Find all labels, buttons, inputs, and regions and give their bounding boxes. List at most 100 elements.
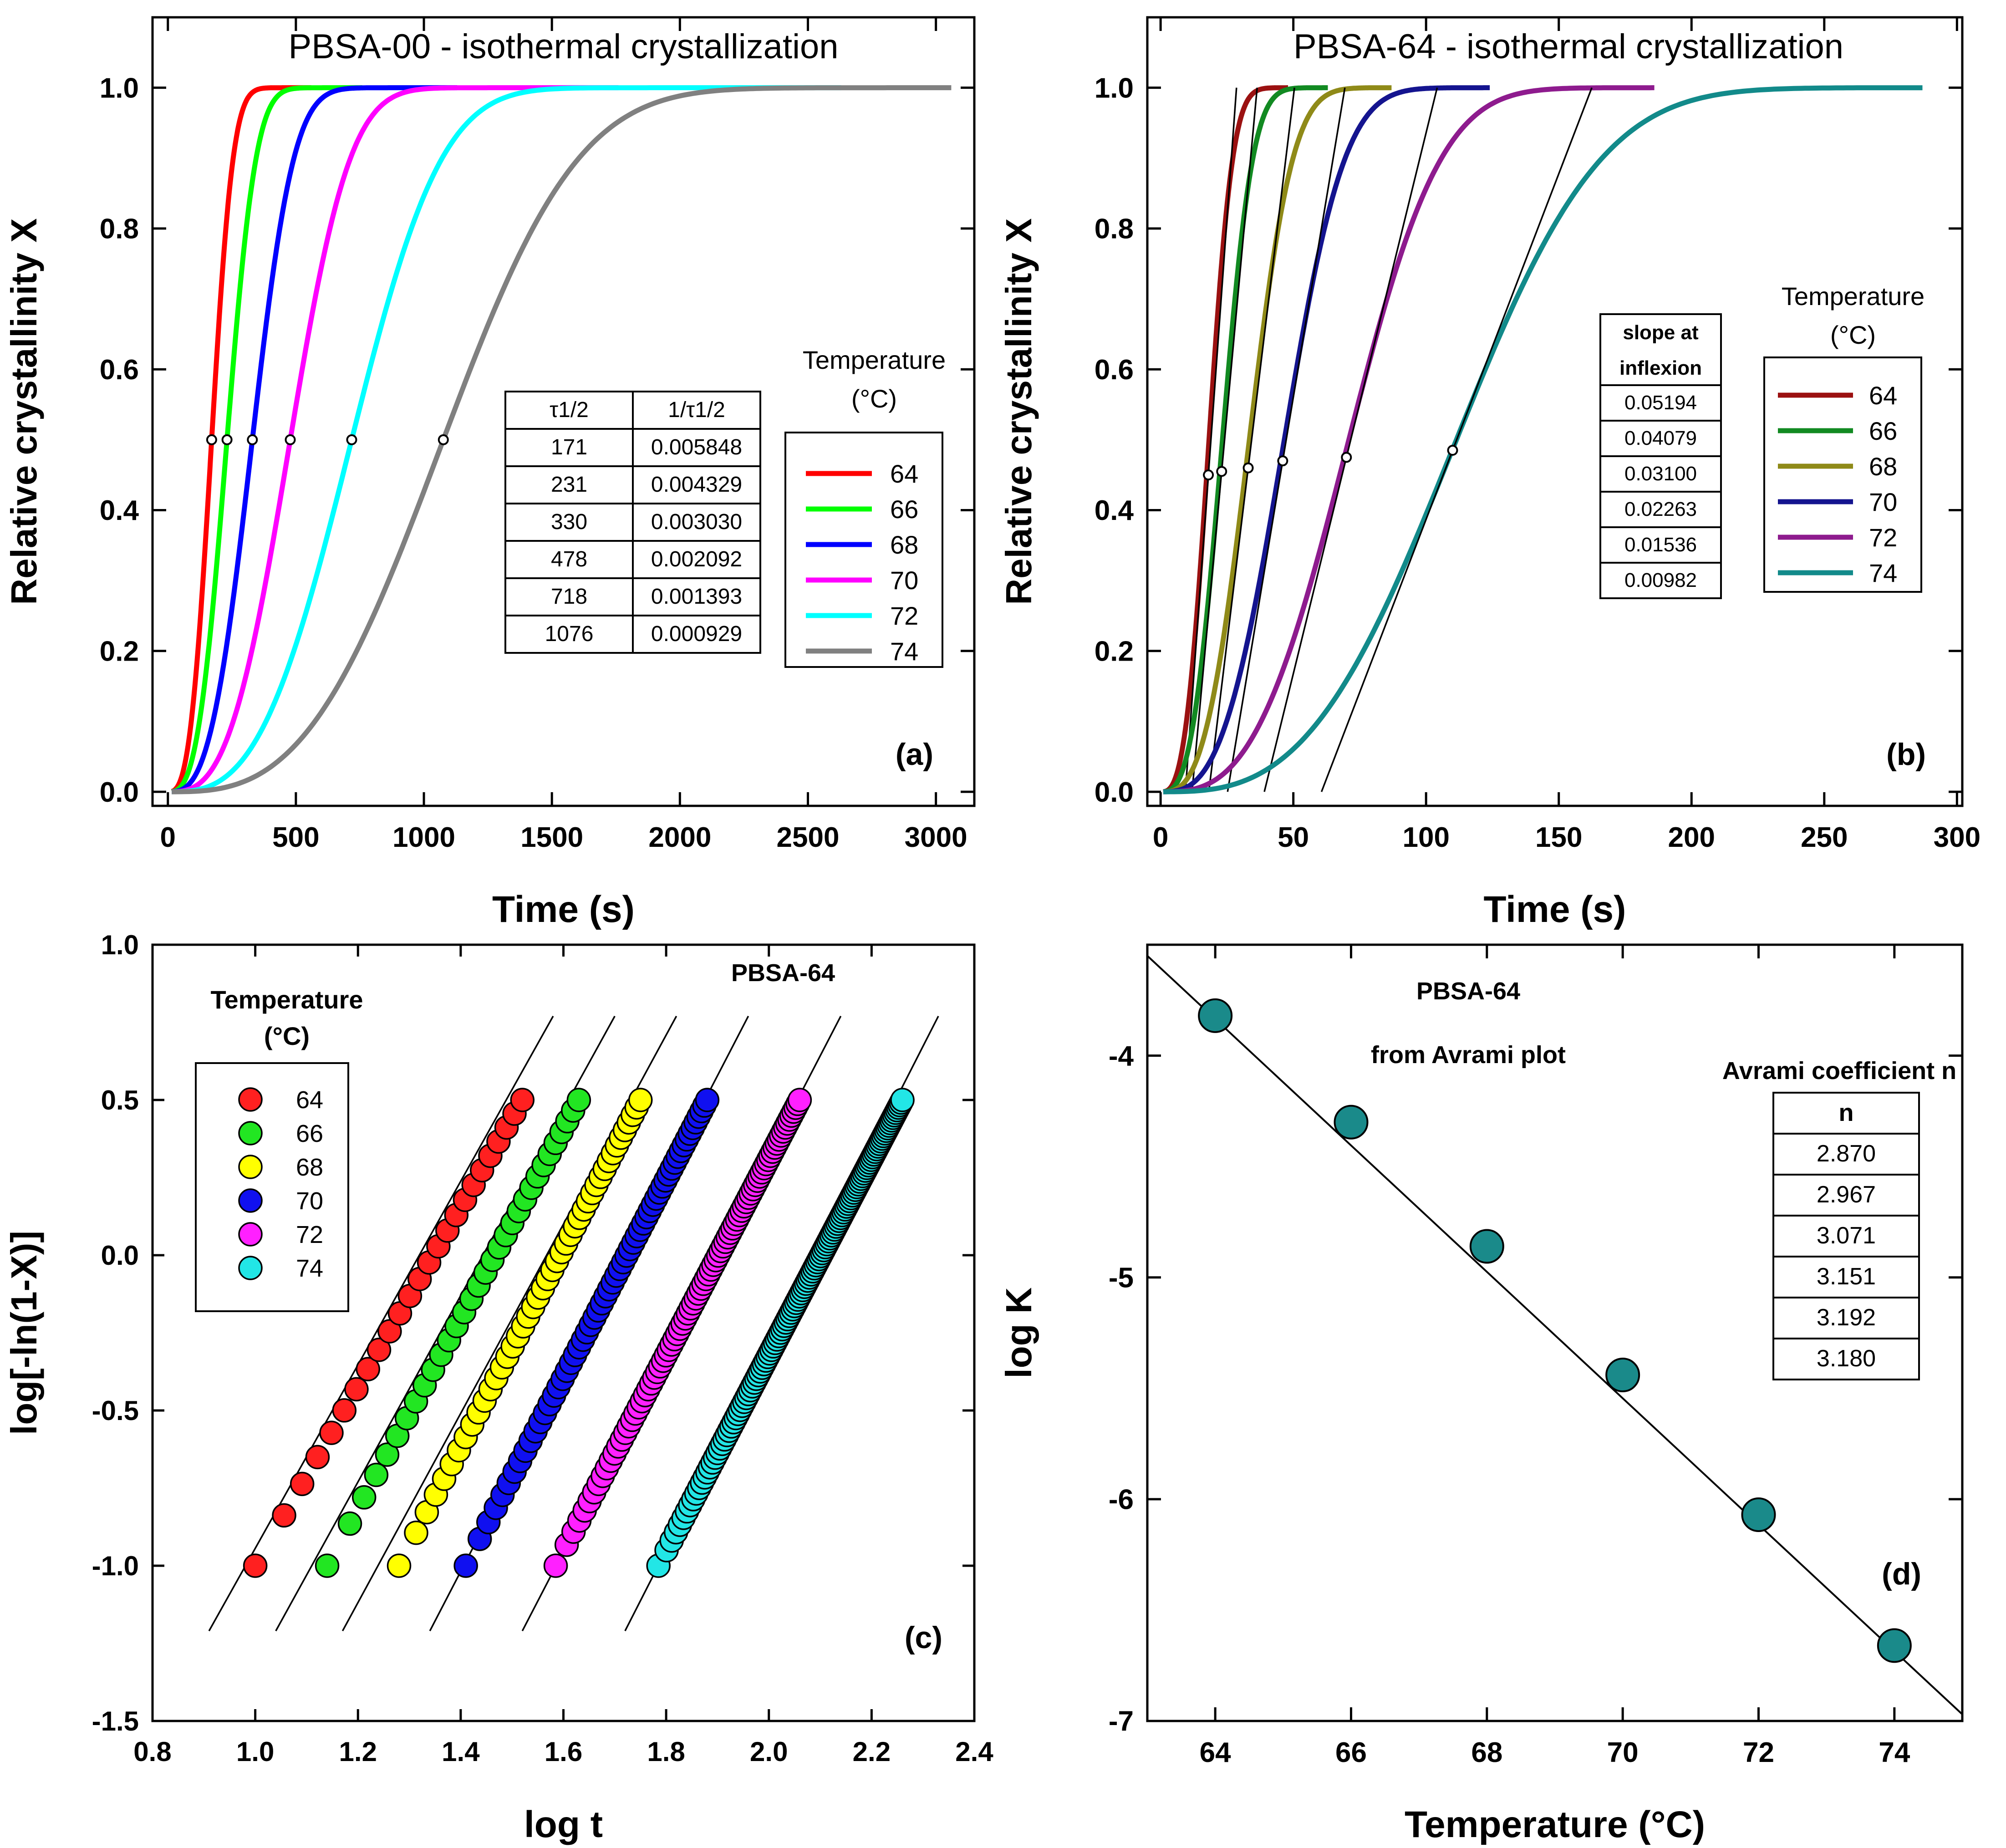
data-point — [367, 1338, 392, 1362]
x-tick-label: 64 — [1200, 1737, 1231, 1768]
legend-label: 64 — [890, 459, 918, 488]
avrami-table-header-cell — [1772, 1092, 1920, 1135]
legend-label: 68 — [890, 530, 918, 559]
half-time-marker — [346, 434, 357, 445]
legend-label: 72 — [296, 1221, 323, 1248]
y-tick-label: 0.0 — [100, 777, 139, 808]
series-curve-64 — [1163, 85, 1288, 794]
legend-label: 68 — [1869, 452, 1897, 481]
panel-a: 0 500 1000 1500 2000 2500 3000 0.0 0.2 0.4 0.6 0.8 1… — [4, 16, 976, 930]
data-point — [566, 1088, 591, 1112]
data-point — [543, 1553, 568, 1578]
y-tick-label: 0.5 — [101, 1085, 139, 1115]
tau-table-cell — [632, 615, 761, 654]
plot-frame — [1146, 16, 1964, 807]
legend-label: 74 — [1869, 559, 1897, 587]
legend-marker-74 — [238, 1256, 263, 1280]
slope-table-cell — [1599, 562, 1722, 599]
y-tick-label: 1.0 — [101, 930, 139, 960]
avrami-table-cell — [1772, 1174, 1920, 1217]
x-axis-label: log t — [524, 1804, 603, 1845]
legend-label: 70 — [1869, 488, 1897, 516]
x-tick-label: 1.0 — [236, 1736, 274, 1767]
tau-table-cell-text: 0.003030 — [651, 510, 742, 534]
series-points-74 — [646, 1088, 915, 1578]
data-point — [628, 1088, 653, 1112]
data-point — [387, 1553, 412, 1578]
chart-title: PBSA-64 — [1416, 977, 1520, 1005]
tau-table-cell-text: τ1/2 — [550, 398, 589, 422]
data-point — [344, 1377, 369, 1402]
y-tick-label: 0.0 — [101, 1240, 139, 1271]
data-point — [1877, 1628, 1912, 1663]
data-point — [305, 1445, 330, 1470]
series-points-72 — [543, 1088, 812, 1578]
x-tick-label: 100 — [1402, 822, 1449, 853]
data-point — [1605, 1358, 1640, 1393]
series-points-68 — [387, 1088, 653, 1578]
legend-label: 74 — [890, 637, 918, 666]
avrami-table-title: Avrami coefficient n — [1722, 1057, 1956, 1084]
x-tick-label: 70 — [1607, 1737, 1639, 1768]
x-tick-label: 0.8 — [133, 1736, 171, 1767]
inflexion-marker — [1216, 466, 1227, 477]
x-axis-label: Time (s) — [1484, 889, 1626, 930]
data-point — [890, 1088, 915, 1112]
inflexion-marker — [1341, 452, 1352, 463]
x-tick-label: 0 — [1153, 822, 1168, 853]
legend-title: (°C) — [264, 1022, 310, 1050]
y-tick-label: 0.4 — [1095, 495, 1134, 526]
tau-table-cell — [632, 428, 761, 467]
avrami-table-cell-text: 3.192 — [1817, 1304, 1876, 1331]
data-point — [1469, 1229, 1504, 1264]
x-tick-label: 2.2 — [853, 1736, 891, 1767]
tau-table-cell — [504, 465, 634, 504]
y-tick-label: -1.5 — [92, 1706, 139, 1736]
half-time-marker — [221, 434, 233, 445]
y-tick-label: -5 — [1109, 1262, 1134, 1293]
data-point — [377, 1319, 402, 1344]
legend-title: Temperature — [1782, 282, 1925, 311]
y-axis-label: Relative crystallinity X — [998, 218, 1039, 605]
y-tick-label: 0.2 — [1095, 636, 1134, 667]
legend-label: 72 — [1869, 523, 1897, 552]
tau-table-cell-text: 0.002092 — [651, 547, 742, 571]
y-tick-label: -4 — [1109, 1040, 1134, 1072]
y-tick-label: 0.2 — [100, 636, 139, 667]
x-tick-label: 1000 — [392, 822, 455, 853]
legend-title: (°C) — [1830, 321, 1876, 349]
tau-table-cell-text: 171 — [551, 435, 587, 459]
chart-title: PBSA-64 - isothermal crystallization — [1293, 27, 1843, 66]
avrami-table-cell-text: 2.870 — [1817, 1140, 1876, 1167]
y-tick-label: -0.5 — [92, 1395, 139, 1426]
panel-b: 0 50 100 150 200 250 300 0.0 0.2 0.4 0.6 0.8 1.0 Time… — [998, 16, 1981, 930]
tau-table-cell-text: 0.004329 — [651, 473, 742, 497]
y-axis-label: Relative crystallinity X — [4, 218, 44, 605]
inflexion-tangent-68 — [1208, 87, 1295, 792]
y-tick-label: -7 — [1109, 1706, 1134, 1737]
y-tick-label: -1.0 — [92, 1551, 139, 1581]
legend-label: 70 — [296, 1187, 323, 1215]
half-time-marker — [206, 434, 217, 445]
series-points-70 — [453, 1088, 720, 1578]
slope-table-cell-text: 0.04079 — [1624, 427, 1697, 449]
inflexion-tangent-64 — [1184, 87, 1237, 792]
series-points-66 — [315, 1088, 591, 1578]
slope-table-cell-text: 0.00982 — [1624, 569, 1697, 591]
tau-table-cell — [504, 503, 634, 542]
y-tick-label: -6 — [1109, 1484, 1134, 1516]
x-tick-label: 2.4 — [955, 1736, 993, 1767]
tau-table-cell-text: 1076 — [545, 622, 594, 646]
legend-label: 66 — [296, 1120, 323, 1147]
x-tick-label: 74 — [1879, 1737, 1910, 1768]
legend-title: Temperature — [210, 985, 363, 1014]
data-point — [351, 1485, 377, 1510]
slope-table-cell — [1599, 526, 1722, 564]
x-axis-label: Time (s) — [492, 889, 635, 930]
legend-marker-64 — [238, 1087, 263, 1112]
avrami-table-cell-text: 3.180 — [1817, 1345, 1876, 1372]
data-point — [356, 1357, 380, 1381]
data-point — [695, 1088, 720, 1112]
data-point — [364, 1462, 389, 1487]
tau-table-cell-text: 478 — [551, 547, 587, 571]
